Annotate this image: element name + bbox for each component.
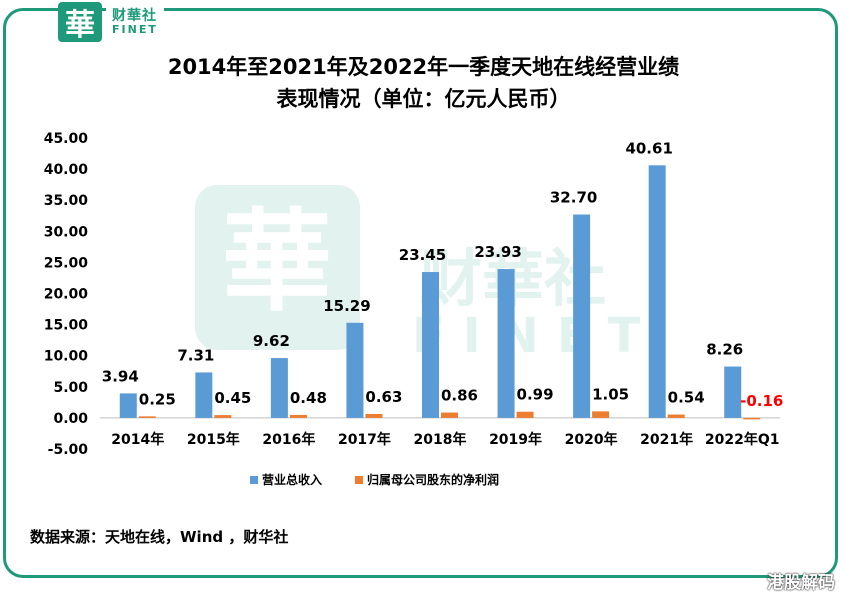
legend-swatch-profit (355, 476, 363, 484)
watermark-logo-box (195, 185, 360, 350)
logo-icon: 華 (58, 2, 102, 43)
bar-profit (743, 417, 761, 420)
data-label-profit: 1.05 (592, 385, 629, 403)
chart-frame (3, 8, 838, 578)
y-tick-label: -5.00 (48, 442, 89, 458)
bar-revenue (270, 358, 288, 418)
data-label-profit: 0.54 (668, 389, 705, 407)
corner-watermark: 港股解码 (767, 573, 835, 593)
bar-revenue (346, 322, 364, 418)
bar-profit (667, 414, 685, 418)
data-label-profit: 0.25 (139, 390, 176, 408)
x-tick-label: 2017年 (338, 431, 391, 448)
data-label-profit: 0.99 (517, 386, 554, 404)
bar-revenue (724, 366, 742, 418)
y-tick-label: 20.00 (44, 287, 89, 303)
chart-title: 2014年至2021年及2022年一季度天地在线经营业绩 (167, 55, 680, 79)
bar-revenue (648, 165, 666, 418)
legend-swatch-revenue (250, 476, 258, 484)
y-tick-label: 30.00 (44, 224, 89, 240)
data-label-revenue: 23.45 (399, 246, 446, 264)
bar-profit (592, 411, 610, 418)
y-tick-label: 35.00 (44, 193, 89, 209)
x-tick-label: 2016年 (262, 431, 315, 448)
data-label-profit: 0.63 (365, 388, 402, 406)
legend-label-revenue: 营业总收入 (262, 472, 322, 487)
x-tick-label: 2015年 (187, 431, 240, 448)
watermark-logo-char: 華 (222, 197, 332, 326)
bar-revenue (119, 393, 137, 418)
data-label-revenue: 7.31 (177, 346, 214, 364)
x-tick-label: 2020年 (565, 431, 618, 448)
bar-profit (138, 416, 156, 418)
bar-profit (365, 413, 383, 418)
bar-profit (289, 414, 307, 418)
data-label-revenue: 15.29 (323, 297, 370, 315)
y-tick-label: 0.00 (53, 411, 88, 427)
x-tick-label: 2022年Q1 (705, 431, 780, 448)
y-tick-label: 5.00 (53, 380, 88, 396)
bar-revenue (497, 269, 515, 418)
data-label-revenue: 9.62 (253, 332, 290, 350)
y-tick-label: 15.00 (44, 318, 89, 334)
data-label-profit: -0.16 (740, 392, 783, 410)
data-label-profit: 0.45 (214, 389, 251, 407)
chart-subtitle: 表现情况（单位：亿元人民币） (276, 87, 571, 111)
bar-revenue (422, 272, 439, 418)
brand-name: 财華社 FINET (106, 8, 164, 36)
data-label-revenue: 32.70 (550, 189, 597, 207)
data-label-revenue: 23.93 (474, 243, 521, 261)
legend-label-profit: 归属母公司股东的净利润 (367, 472, 499, 487)
source-note: 数据来源：天地在线，Wind ，财华社 (30, 528, 289, 546)
watermark: 華 财華社 FINET (195, 185, 658, 364)
brand-name-en: FINET (112, 23, 158, 36)
data-label-profit: 0.48 (290, 389, 327, 407)
y-tick-label: 25.00 (44, 255, 89, 271)
x-tick-label: 2014年 (111, 431, 164, 448)
x-tick-label: 2021年 (640, 431, 693, 448)
bar-revenue (573, 214, 591, 418)
data-label-profit: 0.86 (441, 387, 478, 405)
x-tick-label: 2018年 (414, 431, 467, 448)
bar-revenue (195, 372, 213, 418)
bar-profit (214, 415, 232, 418)
bar-profit (441, 412, 458, 418)
y-tick-label: 45.00 (44, 131, 89, 147)
bar-profit (516, 411, 534, 418)
data-label-revenue: 3.94 (102, 367, 139, 385)
x-tick-label: 2019年 (489, 431, 542, 448)
y-tick-label: 40.00 (44, 162, 89, 178)
brand-name-cn: 财華社 (112, 8, 157, 24)
data-label-revenue: 40.61 (625, 139, 672, 157)
data-label-revenue: 8.26 (706, 341, 743, 359)
watermark-name-en: FINET (412, 308, 658, 364)
y-tick-label: 10.00 (44, 349, 89, 365)
